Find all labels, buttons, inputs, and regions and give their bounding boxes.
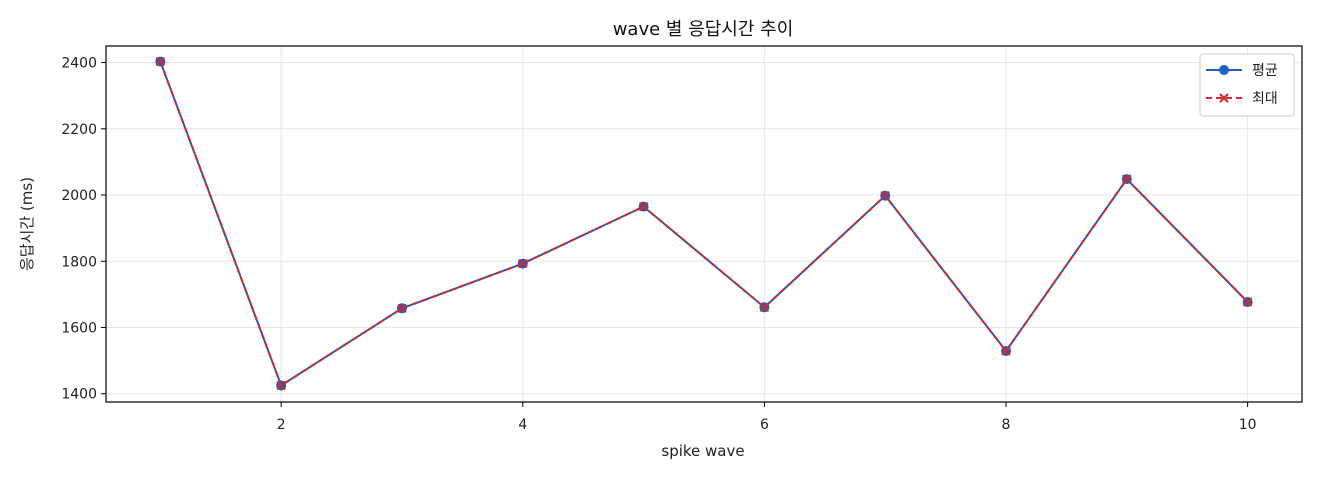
plot-area-frame xyxy=(105,45,1303,403)
legend-marker-series-1 xyxy=(1219,93,1229,103)
y-tick-label: 1600 xyxy=(61,320,97,336)
x-tick-label: 10 xyxy=(1239,417,1257,433)
x-axis-title: spike wave xyxy=(661,442,744,460)
chart-title: wave 별 응답시간 추이 xyxy=(613,19,794,40)
legend-label-series-0: 평균 xyxy=(1252,63,1278,79)
data-point-series-1 xyxy=(397,303,407,313)
axis-ticks: 2 4 6 8 10 1400 1600 1800 2000 2200 2400 xyxy=(61,56,1256,433)
grid-lines xyxy=(106,46,1302,402)
data-point-series-1 xyxy=(638,201,649,212)
x-tick-label: 8 xyxy=(1002,417,1011,433)
data-point-series-1 xyxy=(759,302,770,312)
data-point-series-1 xyxy=(518,258,528,269)
y-tick-label: 1800 xyxy=(61,254,97,270)
y-tick-label: 2400 xyxy=(61,56,97,72)
data-point-series-1 xyxy=(1001,346,1011,356)
x-tick-label: 4 xyxy=(518,417,527,433)
y-tick-label: 2200 xyxy=(61,122,97,138)
x-tick-label: 6 xyxy=(760,417,769,433)
data-point-series-1 xyxy=(1242,297,1253,307)
y-tick-label: 2000 xyxy=(61,188,97,204)
legend-label-series-1: 최대 xyxy=(1252,91,1278,107)
data-point-series-1 xyxy=(880,190,890,201)
x-tick-label: 2 xyxy=(277,417,286,433)
data-point-series-1 xyxy=(155,56,166,67)
y-tick-label: 1400 xyxy=(61,387,97,403)
series-layer xyxy=(155,56,1253,391)
legend-box xyxy=(1199,53,1295,117)
legend-marker-series-0 xyxy=(1219,65,1229,75)
data-point-series-1 xyxy=(1122,174,1132,184)
y-axis-title: 응답시간 (ms) xyxy=(18,177,36,271)
series-line-1 xyxy=(159,61,1249,387)
data-point-series-1 xyxy=(276,380,286,391)
legend: 평균 최대 xyxy=(1199,53,1295,117)
